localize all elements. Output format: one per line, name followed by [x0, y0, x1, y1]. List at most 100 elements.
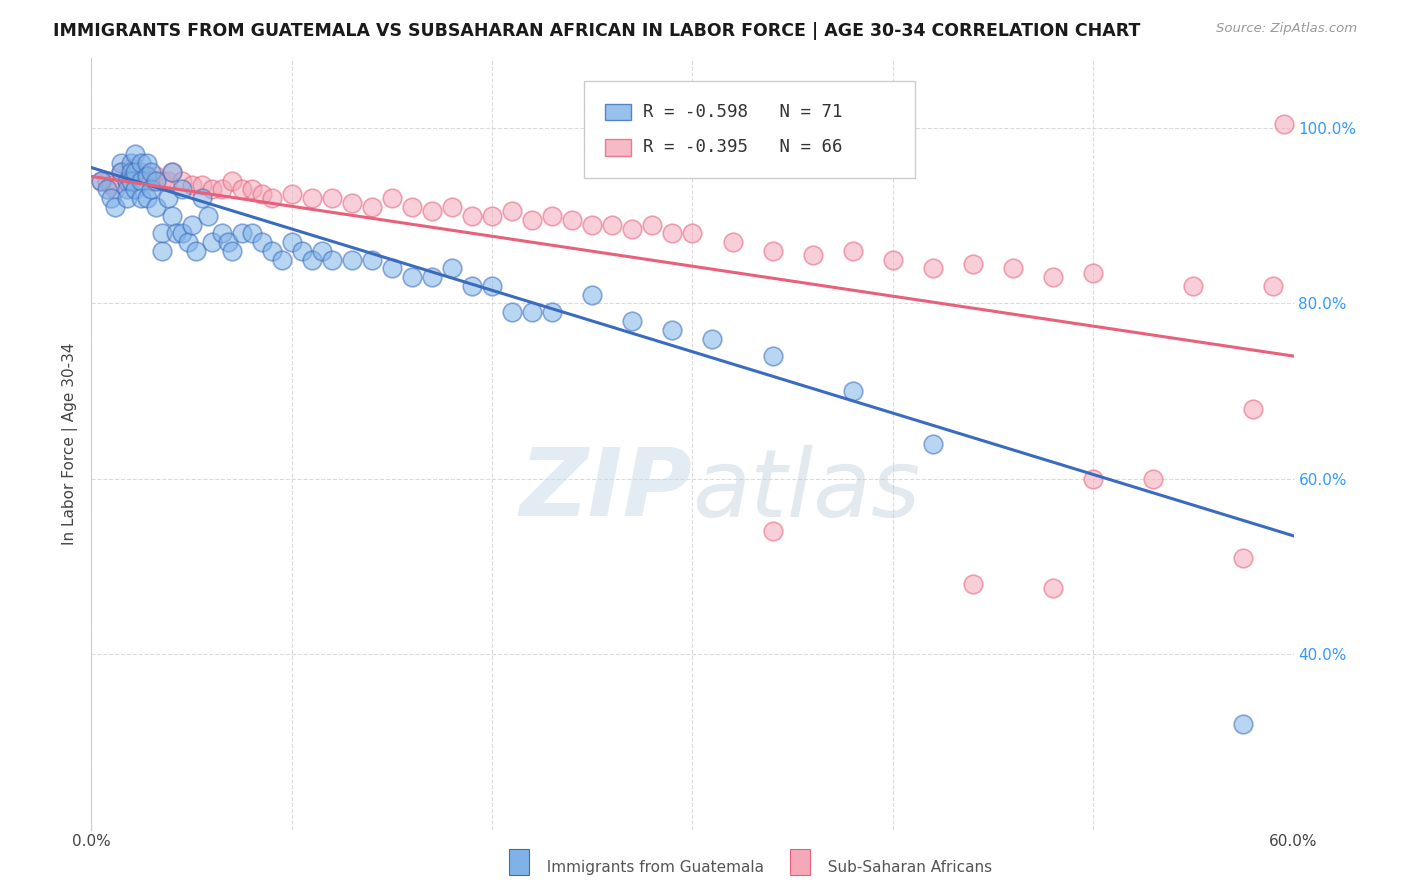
Point — [1042, 582, 1064, 596]
Point — [221, 174, 243, 188]
Point — [281, 186, 304, 201]
Point — [721, 235, 744, 249]
Point — [217, 235, 239, 249]
Point — [145, 174, 167, 188]
Point — [121, 165, 143, 179]
Point — [1232, 717, 1254, 731]
Point — [621, 314, 644, 328]
Point — [1263, 279, 1285, 293]
FancyBboxPatch shape — [605, 103, 631, 120]
Point — [260, 191, 283, 205]
Point — [962, 257, 984, 271]
Point — [124, 169, 146, 184]
Point — [221, 244, 243, 258]
Point — [581, 218, 603, 232]
Point — [190, 178, 212, 193]
Point — [481, 209, 503, 223]
Point — [841, 384, 863, 399]
Point — [311, 244, 333, 258]
Text: IMMIGRANTS FROM GUATEMALA VS SUBSAHARAN AFRICAN IN LABOR FORCE | AGE 30-34 CORRE: IMMIGRANTS FROM GUATEMALA VS SUBSAHARAN … — [53, 22, 1140, 40]
Point — [762, 524, 785, 539]
Point — [201, 182, 224, 196]
Point — [420, 270, 443, 285]
Point — [117, 182, 139, 196]
FancyBboxPatch shape — [605, 139, 631, 156]
Point — [180, 218, 202, 232]
Point — [240, 227, 263, 241]
Point — [801, 248, 824, 262]
Point — [141, 165, 163, 179]
Point — [340, 252, 363, 267]
Point — [201, 235, 224, 249]
Point — [150, 174, 173, 188]
Point — [96, 174, 118, 188]
Point — [541, 305, 564, 319]
Point — [250, 186, 273, 201]
Point — [145, 169, 167, 184]
Point — [100, 178, 122, 193]
Point — [250, 235, 273, 249]
Point — [131, 191, 153, 205]
Point — [184, 244, 207, 258]
Point — [1243, 401, 1265, 416]
Point — [240, 182, 263, 196]
Point — [1142, 472, 1164, 486]
Point — [481, 279, 503, 293]
Text: R = -0.395   N = 66: R = -0.395 N = 66 — [643, 138, 842, 156]
Point — [1272, 117, 1295, 131]
Point — [440, 261, 463, 276]
Point — [100, 191, 122, 205]
Point — [762, 244, 785, 258]
Point — [136, 169, 159, 184]
Point — [104, 182, 127, 196]
Point — [176, 235, 198, 249]
Point — [156, 191, 179, 205]
Point — [117, 191, 139, 205]
Text: Sub-Saharan Africans: Sub-Saharan Africans — [818, 860, 993, 874]
Point — [522, 305, 544, 319]
Point — [136, 191, 159, 205]
Point — [117, 174, 139, 188]
Point — [401, 270, 423, 285]
Point — [420, 204, 443, 219]
Point — [170, 182, 193, 196]
Point — [1182, 279, 1205, 293]
Point — [501, 305, 523, 319]
Point — [160, 209, 183, 223]
Point — [1001, 261, 1024, 276]
Point — [301, 191, 323, 205]
Point — [681, 227, 703, 241]
Point — [401, 200, 423, 214]
Text: R = -0.598   N = 71: R = -0.598 N = 71 — [643, 103, 842, 121]
Point — [121, 156, 143, 170]
Point — [121, 161, 143, 175]
Point — [190, 191, 212, 205]
Point — [321, 191, 343, 205]
Point — [131, 156, 153, 170]
FancyBboxPatch shape — [585, 81, 915, 178]
Point — [160, 165, 183, 179]
Point — [340, 195, 363, 210]
Text: Source: ZipAtlas.com: Source: ZipAtlas.com — [1216, 22, 1357, 36]
Point — [141, 182, 163, 196]
Point — [702, 332, 724, 346]
Point — [461, 279, 484, 293]
Y-axis label: In Labor Force | Age 30-34: In Labor Force | Age 30-34 — [62, 343, 79, 545]
Point — [621, 222, 644, 236]
Point — [231, 227, 253, 241]
Point — [461, 209, 484, 223]
Point — [541, 209, 564, 223]
Point — [321, 252, 343, 267]
Point — [922, 261, 945, 276]
Point — [150, 244, 173, 258]
Point — [124, 182, 146, 196]
Point — [170, 227, 193, 241]
Point — [170, 174, 193, 188]
Point — [841, 244, 863, 258]
Point — [131, 174, 153, 188]
Point — [522, 213, 544, 227]
Point — [110, 165, 132, 179]
Point — [641, 218, 664, 232]
Point — [110, 165, 132, 179]
Point — [381, 191, 404, 205]
